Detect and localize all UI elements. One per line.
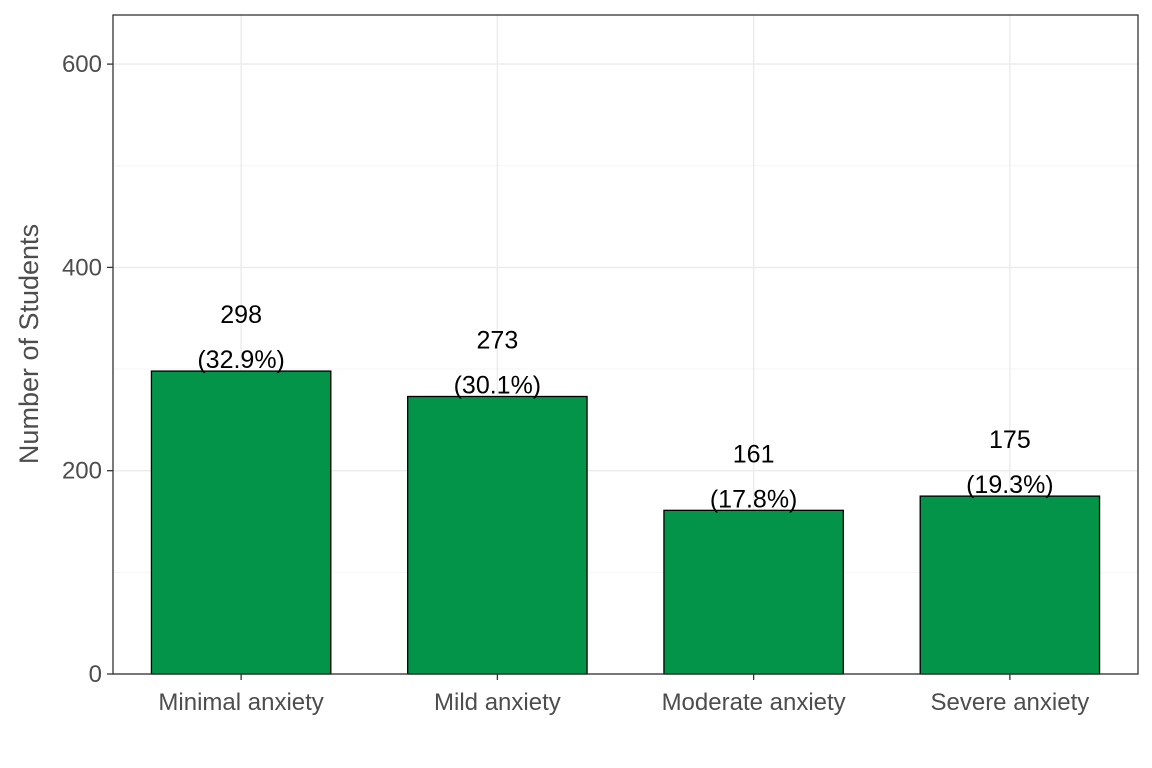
x-axis: Minimal anxiety Mild anxiety Moderate anxi…: [158, 674, 1089, 716]
y-axis-title: Number of Students: [14, 224, 44, 464]
plot-panel-border: [112, 14, 1139, 675]
bar-value-label: 273: [477, 326, 519, 354]
x-tick-label: Moderate anxiety: [662, 689, 846, 716]
bar-percent-label: (32.9%): [197, 346, 285, 374]
bar-value-label: 161: [733, 440, 775, 468]
y-tick-label: 200: [62, 458, 102, 485]
y-axis: 0 200 400 600: [62, 51, 113, 688]
x-tick-label: Severe anxiety: [930, 689, 1089, 716]
bar: [919, 495, 1101, 675]
bar: [663, 509, 844, 675]
bar: [407, 395, 588, 675]
data-labels: 298 (32.9%) 273 (30.1%) 161 (17.8%) 175 (19.3%): [197, 301, 1053, 513]
bar-percent-label: (30.1%): [454, 371, 542, 399]
y-tick-label: 400: [62, 254, 102, 281]
y-tick-label: 600: [62, 51, 102, 78]
bar-value-label: 175: [989, 426, 1031, 454]
y-tick-label: 0: [89, 661, 102, 688]
bar-percent-label: (19.3%): [966, 471, 1054, 499]
x-tick-label: Minimal anxiety: [158, 689, 323, 716]
x-tick-label: Mild anxiety: [434, 689, 561, 716]
bar-value-label: 298: [220, 301, 262, 329]
bar: [150, 370, 332, 675]
bar-percent-label: (17.8%): [710, 485, 798, 513]
bars: [150, 370, 1101, 675]
